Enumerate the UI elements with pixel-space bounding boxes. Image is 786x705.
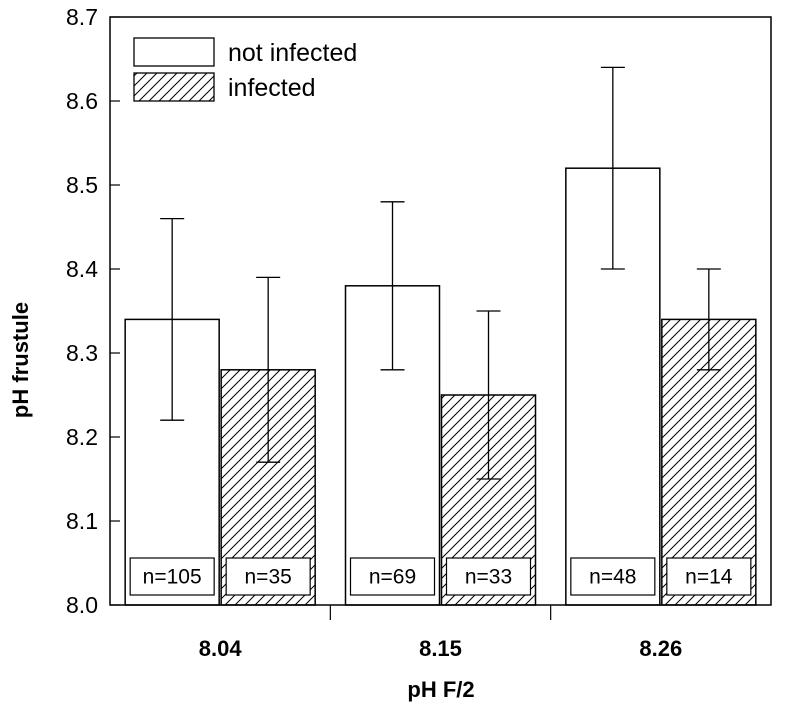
y-tick-label: 8.4 [66,256,98,282]
y-axis-title: pH frustule [8,302,33,418]
legend-swatch [133,72,215,102]
n-label: n=33 [465,566,512,589]
x-tick-label: 8.15 [419,636,462,661]
n-label: n=69 [369,566,416,589]
n-label: n=14 [685,566,733,589]
x-axis-title: pH F/2 [407,677,474,702]
n-label-box [349,557,436,596]
y-tick-label: 8.6 [66,88,98,114]
n-label-box [225,557,311,596]
legend-label: infected [228,74,316,102]
n-label: n=48 [589,566,636,589]
plot-frame [109,16,772,606]
n-label-box [570,557,656,596]
n-label-box [445,557,532,596]
legend-label: not infected [228,39,357,67]
x-tick-label: 8.26 [639,636,682,661]
n-label: n=35 [245,566,292,589]
n-label-box [666,557,752,596]
y-tick-label: 8.2 [66,424,98,450]
x-tick-label: 8.04 [199,636,243,661]
y-tick-label: 8.1 [66,508,98,534]
y-tick-label: 8.5 [66,172,98,198]
y-tick-label: 8.0 [66,592,98,618]
legend-swatch [133,37,215,67]
n-label-box [129,557,215,596]
plot-area: n=105 n=35 n=69 n=33 n=48 n=14 [124,66,757,606]
axes: 8.0 8.1 8.2 8.3 8.4 8.5 8.6 8.7 8.04 8.15 8.26 [66,4,772,661]
legend: not infected infected [133,37,357,102]
y-tick-label: 8.3 [66,340,98,366]
n-label: n=105 [143,566,202,589]
y-tick-label: 8.7 [66,4,98,30]
